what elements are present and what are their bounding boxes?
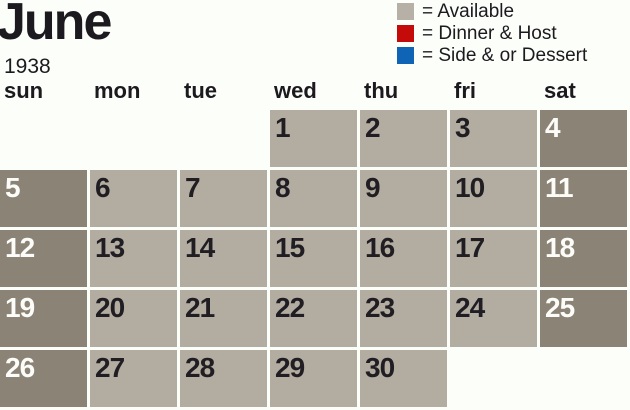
day-number: 28 <box>185 352 215 383</box>
day-number: 17 <box>455 232 485 263</box>
day-number: 6 <box>95 172 111 203</box>
legend-item-available: = Available <box>397 1 587 22</box>
month-title: June <box>0 0 112 51</box>
day-cell[interactable]: 4 <box>540 110 627 167</box>
day-cell <box>450 350 537 407</box>
weekday-header-sun: sun <box>4 78 44 103</box>
weekday-header-mon: mon <box>94 78 141 103</box>
day-cell[interactable]: 23 <box>360 290 447 347</box>
year-label: 1938 <box>4 55 51 78</box>
day-cell[interactable]: 15 <box>270 230 357 287</box>
day-number: 9 <box>365 172 381 203</box>
day-cell[interactable]: 3 <box>450 110 537 167</box>
day-number: 8 <box>275 172 291 203</box>
day-number: 21 <box>185 292 215 323</box>
weekday-header-row: sun mon tue wed thu fri sat <box>0 78 627 104</box>
day-number: 11 <box>545 172 574 203</box>
day-cell[interactable]: 27 <box>90 350 177 407</box>
legend-item-dinner-host: = Dinner & Host <box>397 23 587 44</box>
day-number: 25 <box>545 292 575 323</box>
day-number: 18 <box>545 232 575 263</box>
day-number: 4 <box>545 112 561 143</box>
legend-label: = Available <box>422 1 515 22</box>
day-cell[interactable]: 1 <box>270 110 357 167</box>
day-cell[interactable]: 6 <box>90 170 177 227</box>
legend: = Available = Dinner & Host = Side & or … <box>397 1 588 66</box>
legend-label: = Dinner & Host <box>422 23 557 44</box>
day-cell[interactable]: 2 <box>360 110 447 167</box>
day-cell[interactable]: 25 <box>540 290 627 347</box>
day-number: 20 <box>95 292 125 323</box>
day-cell[interactable]: 18 <box>540 230 627 287</box>
day-cell[interactable]: 24 <box>450 290 537 347</box>
day-cell[interactable]: 10 <box>450 170 537 227</box>
day-number: 15 <box>275 232 305 263</box>
day-number: 29 <box>275 352 305 383</box>
day-number: 16 <box>365 232 395 263</box>
day-number: 2 <box>365 112 381 143</box>
calendar-grid: 1 2 3 4 5 6 7 8 9 10 11 12 13 14 15 16 1… <box>0 110 627 407</box>
day-number: 3 <box>455 112 471 143</box>
day-cell[interactable]: 17 <box>450 230 537 287</box>
day-cell <box>180 110 267 167</box>
day-cell <box>0 110 87 167</box>
available-swatch-icon <box>397 3 414 20</box>
day-number: 12 <box>5 232 35 263</box>
day-cell[interactable]: 20 <box>90 290 177 347</box>
day-cell[interactable]: 5 <box>0 170 87 227</box>
day-cell[interactable]: 14 <box>180 230 267 287</box>
day-number: 10 <box>455 172 485 203</box>
day-cell[interactable]: 8 <box>270 170 357 227</box>
day-cell[interactable]: 28 <box>180 350 267 407</box>
day-number: 14 <box>185 232 215 263</box>
day-cell[interactable]: 22 <box>270 290 357 347</box>
day-number: 13 <box>95 232 125 263</box>
day-number: 7 <box>185 172 201 203</box>
side-dessert-swatch-icon <box>397 47 414 64</box>
day-number: 27 <box>95 352 125 383</box>
dinner-host-swatch-icon <box>397 25 414 42</box>
day-number: 22 <box>275 292 305 323</box>
day-cell[interactable]: 30 <box>360 350 447 407</box>
day-number: 30 <box>365 352 395 383</box>
day-number: 1 <box>275 112 291 143</box>
weekday-header-sat: sat <box>544 78 576 103</box>
day-cell <box>90 110 177 167</box>
weekday-header-thu: thu <box>364 78 399 103</box>
day-cell[interactable]: 21 <box>180 290 267 347</box>
weekday-header-wed: wed <box>274 78 317 103</box>
day-number: 24 <box>455 292 485 323</box>
day-number: 19 <box>5 292 35 323</box>
day-cell[interactable]: 7 <box>180 170 267 227</box>
legend-label: = Side & or Dessert <box>422 45 588 66</box>
day-cell[interactable]: 11 <box>540 170 627 227</box>
day-number: 26 <box>5 352 35 383</box>
day-number: 5 <box>5 172 21 203</box>
day-cell[interactable]: 13 <box>90 230 177 287</box>
day-cell <box>540 350 627 407</box>
day-cell[interactable]: 16 <box>360 230 447 287</box>
legend-item-side-dessert: = Side & or Dessert <box>397 45 588 66</box>
weekday-header-fri: fri <box>454 78 476 103</box>
day-cell[interactable]: 9 <box>360 170 447 227</box>
day-cell[interactable]: 12 <box>0 230 87 287</box>
day-cell[interactable]: 29 <box>270 350 357 407</box>
weekday-header-tue: tue <box>184 78 217 103</box>
day-number: 23 <box>365 292 395 323</box>
day-cell[interactable]: 19 <box>0 290 87 347</box>
day-cell[interactable]: 26 <box>0 350 87 407</box>
